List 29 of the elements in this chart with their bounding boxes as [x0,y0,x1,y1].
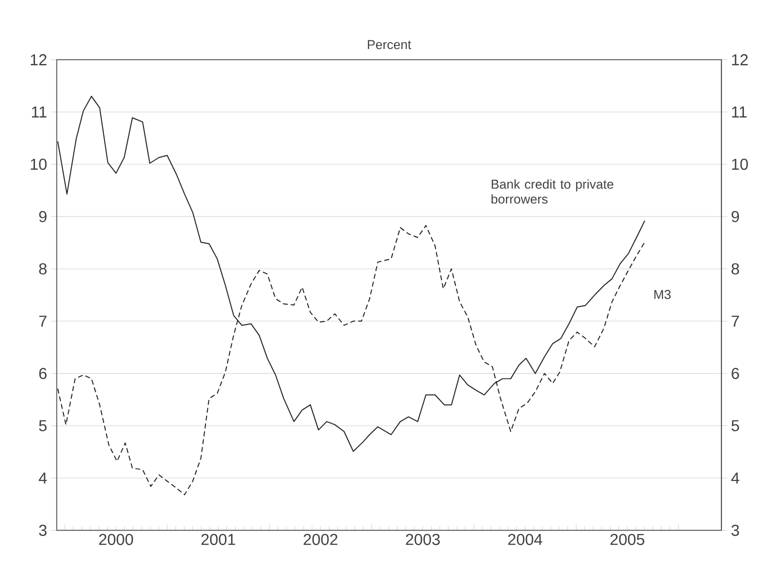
y-tick-label: 5 [39,420,47,432]
chart-title: Percent [368,40,412,50]
y2-tick-label: 10 [732,158,748,170]
x-tick-label: 2001 [201,534,236,546]
y2-tick-label: 8 [732,263,740,274]
y2-tick-label: 9 [732,210,739,222]
y-tick-label: 3 [39,524,47,536]
x-tick-label: 2005 [610,534,644,546]
x-tick-label: 2002 [304,534,338,546]
y-tick-label: 10 [30,158,47,170]
y2-tick-label: 11 [732,106,747,118]
y2-tick-label: 4 [731,472,740,484]
y2-tick-label: 7 [732,316,739,327]
y2-tick-label: 6 [732,368,739,380]
y-tick-label: 8 [39,263,47,274]
y2-tick-label: 12 [732,54,748,66]
y2-tick-label: 3 [731,524,739,536]
x-tick-label: 2000 [99,534,134,546]
y2-tick-label: 5 [732,420,740,432]
text: M3 [654,290,671,300]
y-tick-label: 6 [39,368,47,380]
y-tick-label: 11 [32,106,46,118]
y-tick-label: 4 [38,472,47,484]
x-tick-label: 2004 [508,534,542,546]
y-tick-label: 7 [39,316,46,327]
text: Bank credit to private borrowers [492,179,614,204]
y-tick-label: 9 [39,210,46,222]
y-tick-label: 12 [30,54,46,66]
x-tick-label: 2003 [406,534,440,546]
